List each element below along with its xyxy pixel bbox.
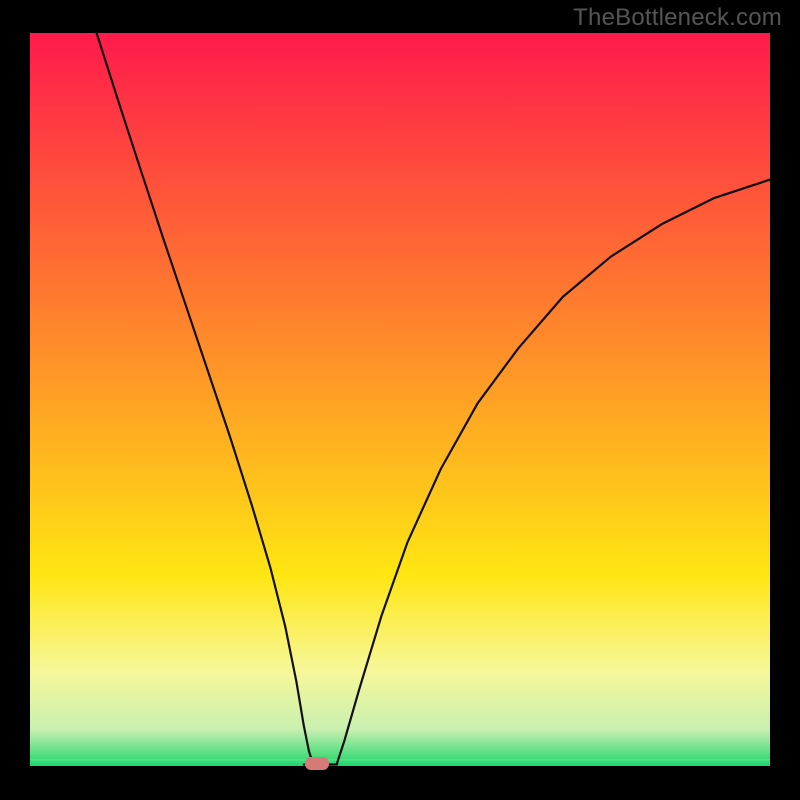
curve-path <box>97 33 770 765</box>
chart-frame: TheBottleneck.com <box>0 0 800 800</box>
watermark-text: TheBottleneck.com <box>573 4 782 32</box>
bottleneck-curve <box>30 33 770 766</box>
plot-area <box>30 33 770 766</box>
minimum-marker <box>305 757 329 770</box>
